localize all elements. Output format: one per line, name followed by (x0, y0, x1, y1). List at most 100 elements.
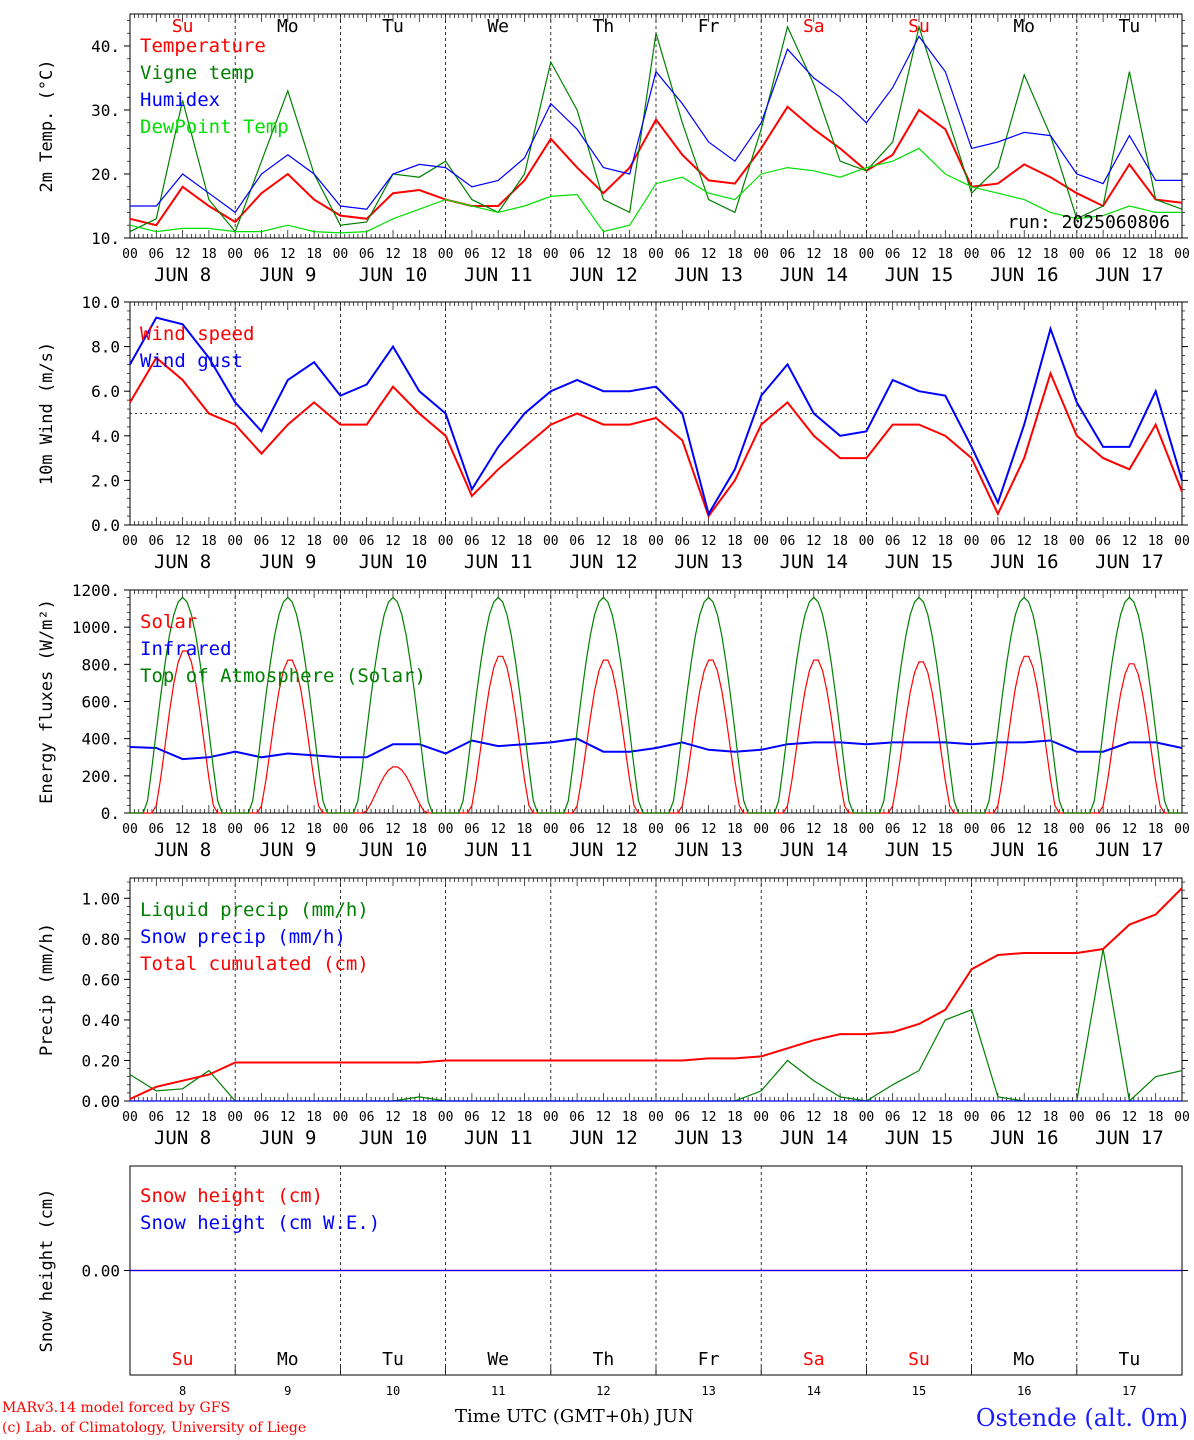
date-label: JUN 11 (464, 551, 533, 573)
panel-3: 0. 200. 400. 600. 800. 1000. 1200. Energy fluxe… (37, 581, 1190, 861)
hour-label: 18 (622, 822, 638, 837)
y-tick-label: 800. (81, 655, 120, 674)
hour-label: 00 (859, 822, 875, 837)
weekday-label: Tu (1119, 16, 1141, 37)
y-axis-label: 10m Wind (m/s) (37, 342, 57, 485)
hour-label: 18 (1043, 822, 1059, 837)
hour-label: 06 (1095, 822, 1111, 837)
y-tick-label: 0.40 (81, 1011, 120, 1030)
hour-label: 12 (1122, 1110, 1138, 1125)
hour-label: 00 (648, 534, 664, 549)
y-tick-label: 200. (81, 767, 120, 786)
hour-label: 12 (385, 822, 401, 837)
hour-label: 12 (701, 534, 717, 549)
hour-label: 12 (175, 822, 191, 837)
weekday-label: Fr (698, 16, 720, 37)
hour-label: 06 (780, 822, 796, 837)
hour-label: 18 (306, 822, 322, 837)
hour-label: 06 (674, 1110, 690, 1125)
hour-label: 12 (280, 534, 296, 549)
hour-label: 12 (385, 534, 401, 549)
hour-label: 00 (543, 822, 559, 837)
y-tick-label: 0.00 (81, 1262, 120, 1281)
hour-label: 06 (1095, 247, 1111, 262)
hour-label: 06 (359, 534, 375, 549)
hour-label: 00 (964, 247, 980, 262)
y-tick-label: 6.0 (91, 382, 120, 401)
hour-label: 18 (201, 534, 217, 549)
panel-2: 0.0 2.0 4.0 6.0 8.0 10.0 10m Wind (m/s) Wind sp… (37, 293, 1190, 573)
hour-label: 00 (753, 822, 769, 837)
hour-label: 12 (490, 534, 506, 549)
date-label: JUN 9 (259, 551, 316, 573)
weekday-label: Mo (277, 16, 299, 37)
hour-label: 06 (780, 247, 796, 262)
hour-label: 18 (201, 1110, 217, 1125)
y-tick-label: 0.0 (91, 516, 120, 535)
y-tick-label: 10. (91, 229, 120, 248)
hour-label: 06 (1095, 1110, 1111, 1125)
hour-label: 18 (1148, 534, 1164, 549)
date-label: JUN 11 (464, 839, 533, 861)
legend-entry: Infrared (140, 638, 232, 660)
weekday-label: We (487, 16, 509, 37)
hour-label: 06 (885, 1110, 901, 1125)
y-tick-label: 2.0 (91, 471, 120, 490)
hour-label: 00 (122, 534, 138, 549)
hour-label: 18 (937, 1110, 953, 1125)
weekday-label: Mo (277, 1349, 299, 1370)
panel-1: 10. 20. 30. 40. 2m Temp. (°C) Temperature Vign… (37, 13, 1190, 286)
hour-label: 12 (280, 1110, 296, 1125)
y-axis-label: Snow height (cm) (37, 1189, 57, 1353)
hour-label: 06 (1095, 534, 1111, 549)
hour-label: 12 (911, 1110, 927, 1125)
hour-label: 12 (1016, 534, 1032, 549)
weekday-label: Su (908, 1349, 930, 1370)
hour-label: 06 (885, 247, 901, 262)
hour-label: 00 (648, 1110, 664, 1125)
hour-label: 06 (359, 1110, 375, 1125)
weekday-label: Mo (1013, 16, 1035, 37)
hour-label: 00 (1174, 822, 1190, 837)
panel-4: 0.00 0.20 0.40 0.60 0.80 1.00 Precip (mm/h) Liq… (37, 877, 1190, 1149)
series-line (130, 35, 1182, 214)
hour-label: 18 (622, 534, 638, 549)
hour-label: 00 (333, 1110, 349, 1125)
hour-label: 06 (464, 822, 480, 837)
hour-label: 12 (806, 822, 822, 837)
weekday-label: Fr (698, 1349, 720, 1370)
hour-label: 18 (832, 1110, 848, 1125)
y-tick-label: 1.00 (81, 889, 120, 908)
day-number: 8 (179, 1384, 186, 1398)
date-label: JUN 15 (885, 264, 954, 286)
date-label: JUN 10 (359, 1127, 428, 1149)
hour-label: 06 (990, 247, 1006, 262)
hour-label: 18 (1043, 1110, 1059, 1125)
date-label: JUN 16 (990, 551, 1059, 573)
hour-label: 06 (254, 1110, 270, 1125)
hour-label: 06 (674, 247, 690, 262)
lab-credit: (c) Lab. of Climatology, University of L… (2, 1420, 307, 1436)
hour-label: 00 (227, 247, 243, 262)
day-number: 13 (701, 1384, 715, 1398)
hour-label: 18 (201, 247, 217, 262)
day-number: 16 (1017, 1384, 1031, 1398)
date-label: JUN 13 (674, 264, 743, 286)
hour-label: 06 (674, 822, 690, 837)
hour-label: 12 (806, 247, 822, 262)
hour-label: 06 (359, 822, 375, 837)
date-label: JUN 14 (779, 1127, 848, 1149)
hour-label: 00 (753, 534, 769, 549)
hour-label: 06 (780, 534, 796, 549)
date-label: JUN 12 (569, 1127, 638, 1149)
date-label: JUN 11 (464, 264, 533, 286)
hour-label: 12 (911, 247, 927, 262)
date-label: JUN 8 (154, 551, 211, 573)
date-label: JUN 9 (259, 839, 316, 861)
date-label: JUN 9 (259, 1127, 316, 1149)
hour-label: 18 (201, 822, 217, 837)
hour-label: 18 (517, 247, 533, 262)
hour-label: 18 (411, 534, 427, 549)
series-line (129, 887, 1183, 1100)
